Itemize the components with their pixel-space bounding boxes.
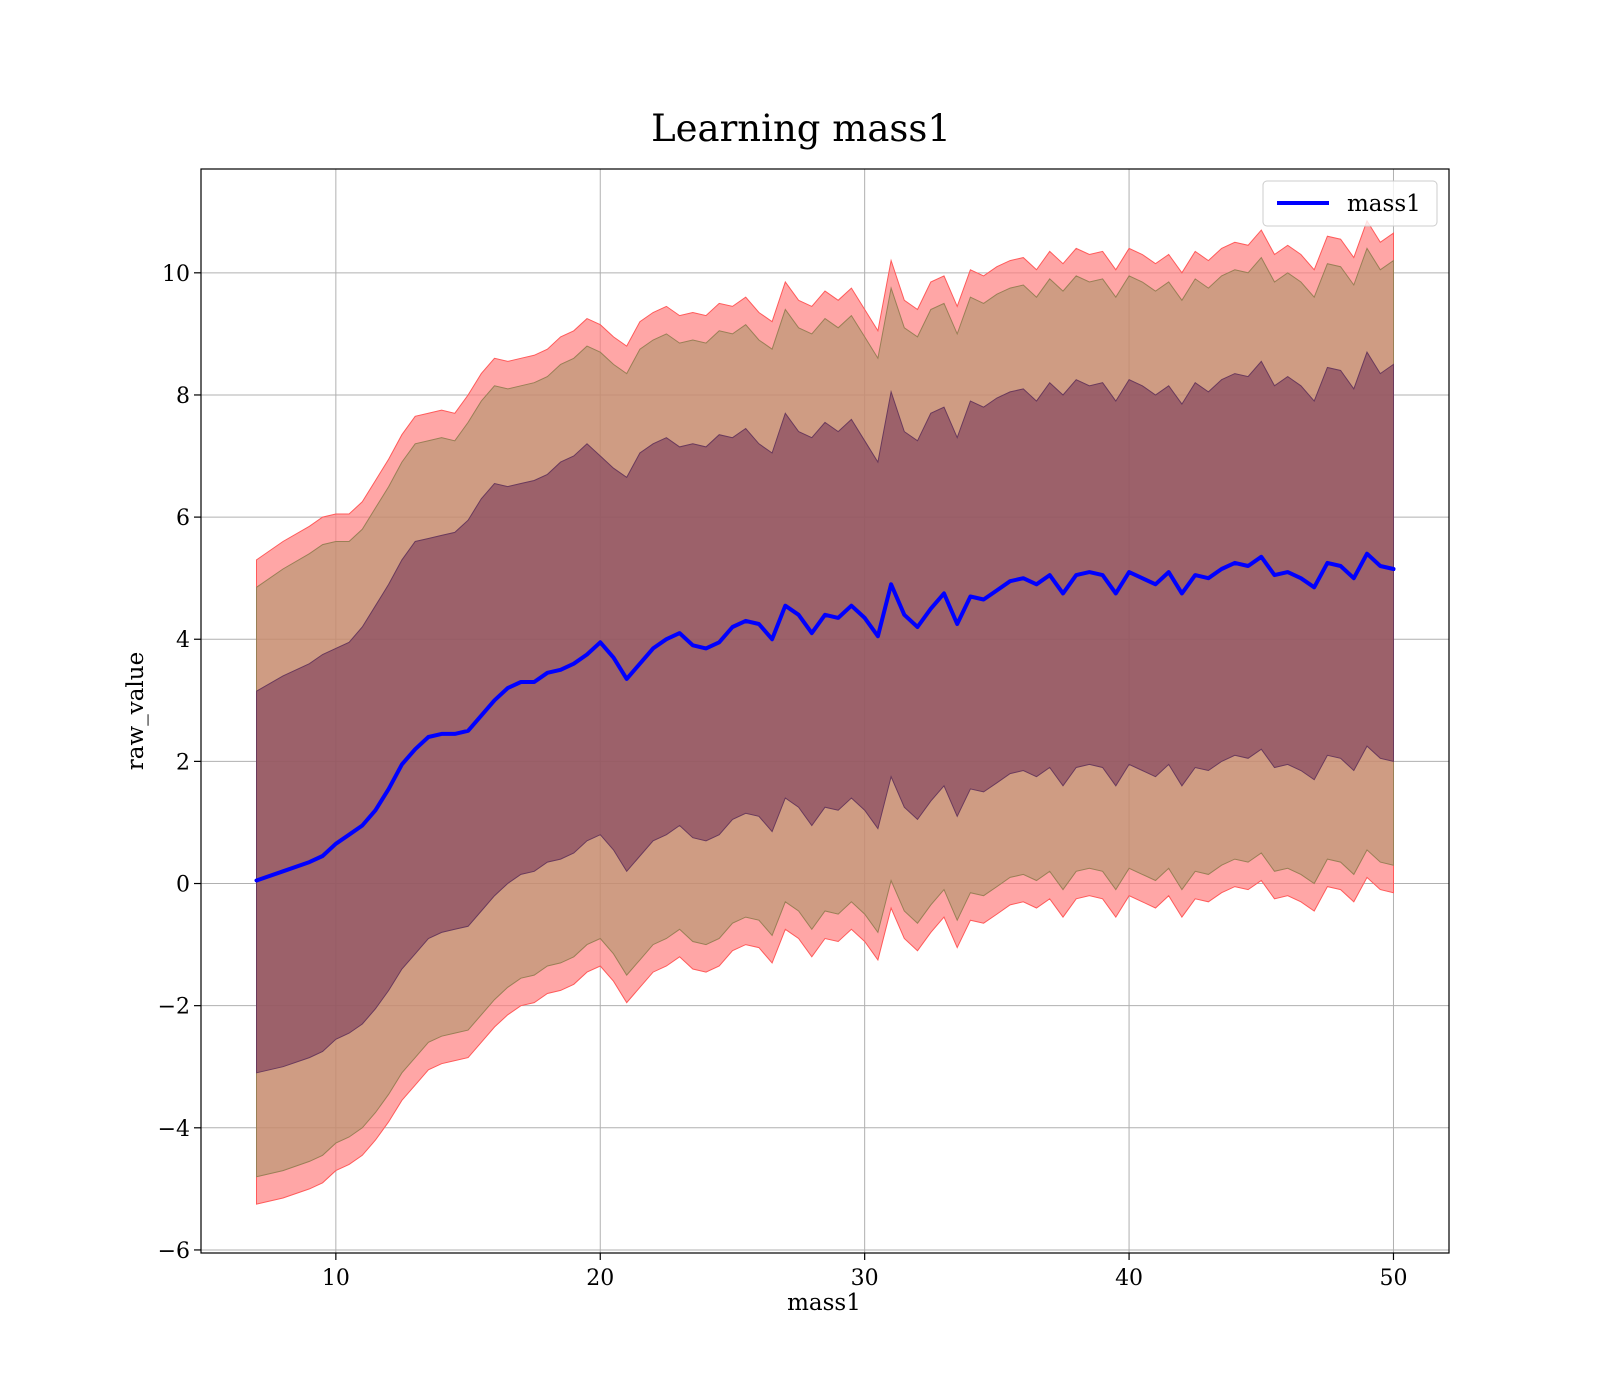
x-tick-label: 10 (322, 1266, 350, 1291)
x-axis: 10 20 30 40 50 (322, 1253, 1407, 1291)
series-lines (254, 551, 1396, 883)
y-tick-label: −6 (158, 1239, 190, 1264)
chart-title: Learning mass1 (651, 107, 951, 150)
x-tick-label: 50 (1379, 1266, 1407, 1291)
y-tick-label: 4 (176, 628, 190, 653)
x-tick-label: 40 (1115, 1266, 1143, 1291)
y-tick-label: 10 (162, 262, 190, 287)
legend-label-mass1: mass1 (1347, 191, 1421, 217)
y-tick-label: 8 (176, 384, 190, 409)
confidence-bands (256, 219, 1394, 1205)
y-tick-label: −4 (158, 1117, 190, 1142)
x-tick-label: 20 (586, 1266, 614, 1291)
band-inner (256, 351, 1394, 1074)
x-axis-title: mass1 (787, 1290, 861, 1316)
y-tick-label: 6 (176, 506, 190, 531)
x-tick-label: 30 (851, 1266, 879, 1291)
y-tick-label: 2 (176, 750, 190, 775)
series-line-mass1 (254, 551, 1396, 883)
y-tick-label: −2 (158, 995, 190, 1020)
plot-frame (200, 168, 1450, 1254)
y-axis-title: raw_value (123, 652, 149, 770)
y-axis: −6 −4 −2 0 2 4 6 8 10 (158, 262, 201, 1264)
y-tick-label: 0 (176, 873, 190, 898)
legend: mass1 (1262, 180, 1438, 227)
legend-box (1262, 180, 1438, 227)
